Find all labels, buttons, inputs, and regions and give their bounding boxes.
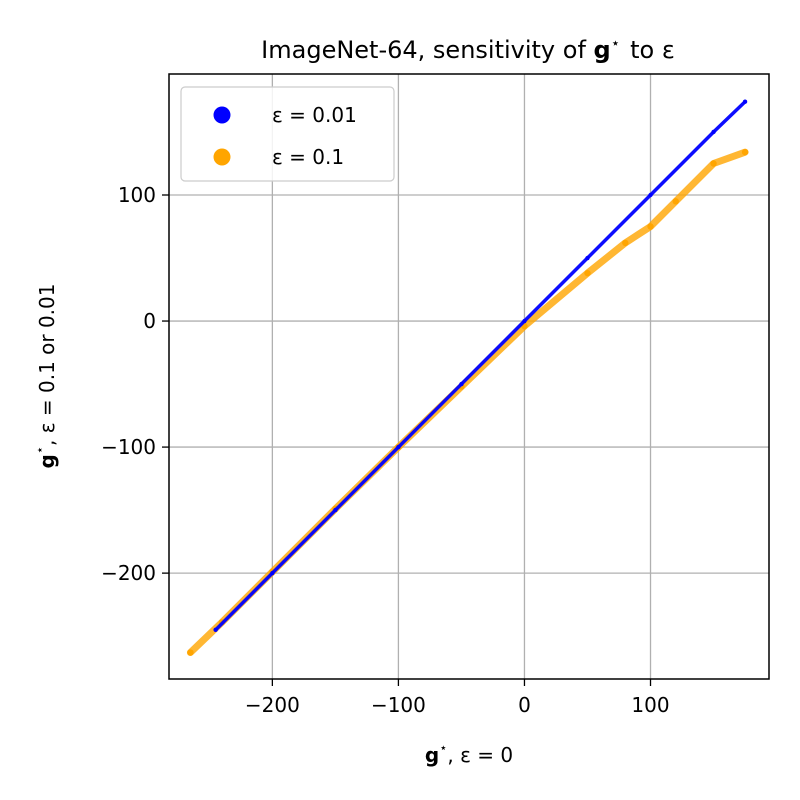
legend-label-eps-001: ε = 0.01 (272, 103, 357, 127)
y-tick-label: 100 (118, 183, 156, 207)
data-point (585, 255, 590, 261)
x-axis-label-star: ⋆ (439, 741, 447, 756)
y-axis-label-rest: , ε = 0.1 or 0.01 (35, 284, 59, 447)
series-eps-001 (213, 99, 748, 633)
x-tick-label: 0 (518, 693, 531, 717)
grid-lines (169, 74, 769, 679)
y-axis-label: g⋆, ε = 0.1 or 0.01 (33, 284, 59, 469)
y-tick-label: −200 (101, 561, 156, 585)
chart-title-prefix: ImageNet-64, sensitivity of (261, 36, 593, 64)
data-point (459, 381, 464, 387)
legend-box (180, 86, 395, 182)
data-point (333, 507, 338, 513)
x-axis-label: g⋆, ε = 0 (425, 741, 513, 767)
data-point (522, 318, 527, 324)
chart-title-symbol: g (594, 36, 611, 64)
y-tick-label: 0 (143, 309, 156, 333)
x-tick-label: −200 (245, 693, 300, 717)
data-point (187, 649, 194, 656)
series-trend-line (213, 99, 747, 632)
axis-ticks: −200 −100 0 100 −200 −100 0 100 (101, 183, 670, 717)
y-axis-label-star: ⋆ (33, 446, 48, 454)
data-point (741, 148, 749, 156)
data-point (742, 99, 748, 104)
x-axis-label-rest: , ε = 0 (447, 743, 513, 767)
chart-title-star: ⋆ (611, 34, 620, 52)
data-point (647, 223, 654, 230)
data-point (648, 192, 653, 198)
chart-title-suffix: to ε (630, 36, 675, 64)
plot-frame (168, 73, 770, 680)
data-point (711, 129, 716, 135)
x-tick-label: 100 (631, 693, 669, 717)
data-point (213, 627, 218, 633)
chart-title: ImageNet-64, sensitivity of g⋆ to ε (261, 34, 675, 64)
y-tick-label: −100 (101, 435, 156, 459)
data-points (186, 99, 749, 657)
x-tick-label: −100 (371, 693, 426, 717)
legend-marker-eps-01 (213, 148, 231, 166)
data-point (584, 269, 591, 277)
data-point (622, 239, 629, 247)
y-axis-label-symbol: g (35, 454, 59, 468)
legend: ε = 0.01 ε = 0.1 (180, 86, 395, 182)
data-point (270, 570, 275, 576)
legend-marker-eps-001 (213, 106, 231, 124)
data-point (672, 198, 679, 205)
data-point (396, 444, 401, 450)
data-point (710, 160, 717, 167)
x-axis-label-symbol: g (425, 743, 439, 767)
legend-label-eps-01: ε = 0.1 (272, 145, 344, 169)
